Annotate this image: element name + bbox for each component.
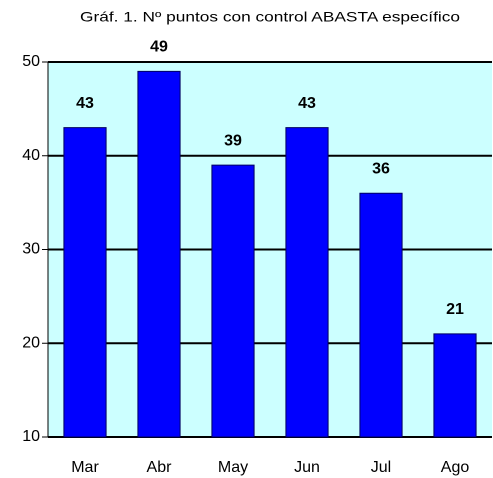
bar — [433, 333, 477, 438]
x-tick-label: Jun — [294, 459, 320, 476]
value-label: 43 — [76, 95, 94, 112]
bar — [211, 164, 255, 438]
chart-title: Gráf. 1. Nº puntos con control ABASTA es… — [80, 9, 460, 25]
x-tick-label: Jul — [371, 459, 391, 476]
bar — [63, 127, 107, 438]
bar — [137, 70, 181, 438]
y-tick-label: 20 — [22, 334, 40, 351]
y-tick-label: 30 — [22, 241, 40, 258]
x-tick-label: Abr — [147, 459, 173, 476]
value-label: 21 — [446, 301, 464, 318]
value-label: 43 — [298, 95, 316, 112]
y-tick-label: 40 — [22, 147, 40, 164]
y-tick-label: 10 — [22, 428, 40, 445]
value-label: 39 — [224, 132, 242, 149]
value-label: 49 — [150, 39, 168, 56]
y-tick-label: 50 — [22, 53, 40, 70]
x-tick-label: Mar — [71, 459, 99, 476]
x-tick-label: May — [218, 459, 248, 476]
value-label: 36 — [372, 160, 390, 177]
x-tick-label: Ago — [441, 459, 470, 476]
bar — [285, 127, 329, 438]
bar — [359, 192, 403, 438]
